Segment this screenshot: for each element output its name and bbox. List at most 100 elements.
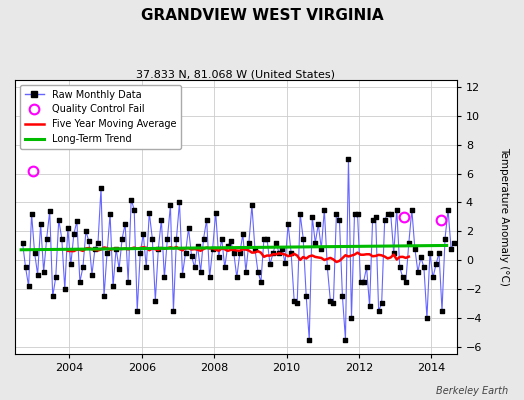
Point	[49, 293, 57, 300]
Point	[320, 206, 329, 213]
Point	[260, 235, 268, 242]
Point	[233, 274, 241, 281]
Point	[420, 264, 428, 270]
Point	[193, 242, 202, 249]
Point	[242, 268, 250, 275]
Point	[30, 250, 39, 256]
Point	[317, 246, 325, 252]
Title: 37.833 N, 81.068 W (United States): 37.833 N, 81.068 W (United States)	[136, 69, 335, 79]
Point	[230, 250, 238, 256]
Point	[281, 260, 289, 266]
Point	[417, 254, 425, 260]
Point	[359, 279, 368, 285]
Point	[21, 264, 30, 270]
Point	[347, 315, 356, 321]
Point	[257, 279, 265, 285]
Point	[444, 206, 452, 213]
Point	[441, 235, 449, 242]
Point	[351, 211, 359, 217]
Point	[166, 202, 174, 208]
Point	[200, 235, 208, 242]
Point	[61, 286, 69, 292]
Point	[27, 211, 36, 217]
Point	[401, 279, 410, 285]
Point	[115, 266, 123, 272]
Point	[136, 250, 145, 256]
Point	[429, 274, 437, 281]
Point	[356, 279, 365, 285]
Point	[254, 268, 262, 275]
Point	[151, 297, 159, 304]
Point	[118, 235, 126, 242]
Point	[314, 221, 322, 227]
Point	[82, 228, 90, 234]
Point	[139, 231, 147, 237]
Point	[79, 264, 87, 270]
Point	[109, 283, 117, 289]
Point	[73, 218, 81, 224]
Point	[202, 216, 211, 223]
Point	[226, 238, 235, 245]
Point	[245, 240, 253, 246]
Point	[299, 235, 308, 242]
Point	[188, 253, 196, 259]
Point	[142, 264, 150, 270]
Point	[408, 206, 416, 213]
Point	[341, 336, 350, 343]
Point	[212, 209, 220, 216]
Point	[413, 268, 422, 275]
Point	[42, 235, 51, 242]
Point	[106, 211, 114, 217]
Y-axis label: Temperature Anomaly (°C): Temperature Anomaly (°C)	[499, 148, 509, 286]
Point	[377, 300, 386, 307]
Point	[37, 221, 45, 227]
Point	[250, 246, 259, 252]
Point	[323, 264, 332, 270]
Point	[91, 246, 99, 252]
Point	[384, 211, 392, 217]
Point	[184, 225, 193, 232]
Point	[75, 279, 84, 285]
Point	[368, 216, 377, 223]
Point	[296, 211, 304, 217]
Point	[63, 225, 72, 232]
Point	[450, 240, 458, 246]
Point	[392, 206, 401, 213]
Point	[302, 293, 310, 300]
Point	[178, 272, 187, 278]
Point	[435, 250, 443, 256]
Point	[287, 250, 296, 256]
Point	[399, 274, 407, 281]
Point	[58, 235, 66, 242]
Point	[121, 221, 129, 227]
Point	[145, 209, 154, 216]
Point	[248, 202, 256, 208]
Point	[172, 235, 181, 242]
Point	[365, 303, 374, 310]
Point	[181, 250, 190, 256]
Point	[39, 268, 48, 275]
Point	[387, 211, 395, 217]
Point	[396, 264, 404, 270]
Legend: Raw Monthly Data, Quality Control Fail, Five Year Moving Average, Long-Term Tren: Raw Monthly Data, Quality Control Fail, …	[20, 85, 181, 149]
Point	[353, 211, 362, 217]
Point	[54, 216, 63, 223]
Point	[214, 254, 223, 260]
Point	[344, 156, 353, 162]
Point	[338, 293, 346, 300]
Point	[97, 185, 105, 191]
Point	[169, 308, 178, 314]
Point	[112, 246, 121, 252]
Point	[278, 246, 286, 252]
Point	[305, 336, 313, 343]
Point	[375, 308, 383, 314]
Point	[308, 214, 316, 220]
Point	[130, 206, 138, 213]
Point	[272, 240, 280, 246]
Point	[423, 315, 431, 321]
Point	[290, 297, 298, 304]
Point	[127, 196, 135, 203]
Point	[329, 300, 337, 307]
Point	[94, 240, 102, 246]
Point	[389, 250, 398, 256]
